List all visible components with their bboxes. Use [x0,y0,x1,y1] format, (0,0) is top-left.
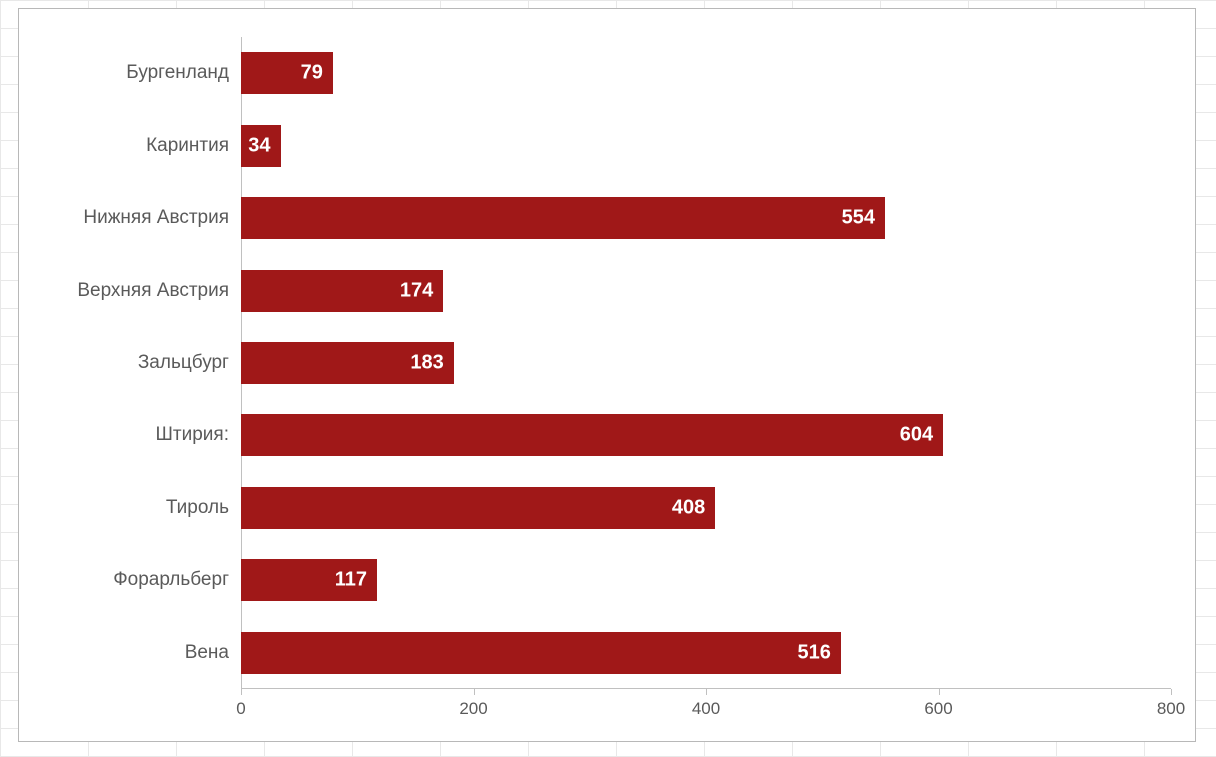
bar-value-label: 79 [301,62,323,85]
bar-value-label: 174 [400,279,433,302]
bar: 183 [241,342,454,384]
x-axis-tick [1171,689,1172,695]
category-label: Форарльберг [113,569,229,591]
bar-value-label: 117 [335,569,367,592]
spreadsheet-gridline [0,0,1,756]
bar-value-label: 604 [900,424,933,447]
bar-value-label: 34 [248,134,270,157]
bar-row: Верхняя Австрия174 [241,270,1171,312]
x-axis-tick-label: 200 [459,699,487,719]
spreadsheet-gridline [0,0,1216,1]
bar: 79 [241,52,333,94]
x-axis-tick-label: 600 [924,699,952,719]
category-label: Зальцбург [138,352,229,374]
bar-value-label: 408 [672,496,705,519]
bar-row: Тироль408 [241,487,1171,529]
bar-row: Бургенланд79 [241,52,1171,94]
x-axis-tick [706,689,707,695]
bar: 34 [241,125,281,167]
x-axis-tick [474,689,475,695]
bar-row: Штирия:604 [241,414,1171,456]
category-label: Верхняя Австрия [77,280,229,302]
x-axis-tick-label: 400 [692,699,720,719]
plot-area: 0200400600800Бургенланд79Каринтия34Нижня… [241,37,1171,689]
x-axis-tick-label: 800 [1157,699,1185,719]
spreadsheet-background: 0200400600800Бургенланд79Каринтия34Нижня… [0,0,1216,756]
category-label: Нижняя Австрия [83,207,229,229]
category-label: Бургенланд [126,62,229,84]
bar-row: Нижняя Австрия554 [241,197,1171,239]
bar-row: Форарльберг117 [241,559,1171,601]
bar-row: Зальцбург183 [241,342,1171,384]
bar: 408 [241,487,715,529]
bar: 117 [241,559,377,601]
bar: 516 [241,632,841,674]
bar-row: Вена516 [241,632,1171,674]
bar-row: Каринтия34 [241,125,1171,167]
bar: 604 [241,414,943,456]
bar: 174 [241,270,443,312]
x-axis-tick [939,689,940,695]
category-label: Штирия: [156,424,229,446]
x-axis-tick-label: 0 [236,699,245,719]
bar: 554 [241,197,885,239]
bar-value-label: 554 [842,207,875,230]
category-label: Каринтия [146,135,229,157]
bar-value-label: 516 [797,641,830,664]
category-label: Тироль [166,497,229,519]
category-label: Вена [185,642,229,664]
x-axis-tick [241,689,242,695]
bar-value-label: 183 [410,352,443,375]
chart-frame: 0200400600800Бургенланд79Каринтия34Нижня… [18,8,1196,742]
